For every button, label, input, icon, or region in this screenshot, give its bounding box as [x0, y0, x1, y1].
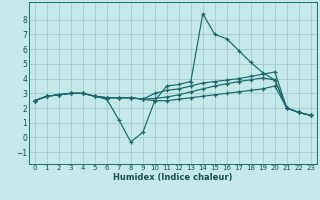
X-axis label: Humidex (Indice chaleur): Humidex (Indice chaleur): [113, 173, 233, 182]
